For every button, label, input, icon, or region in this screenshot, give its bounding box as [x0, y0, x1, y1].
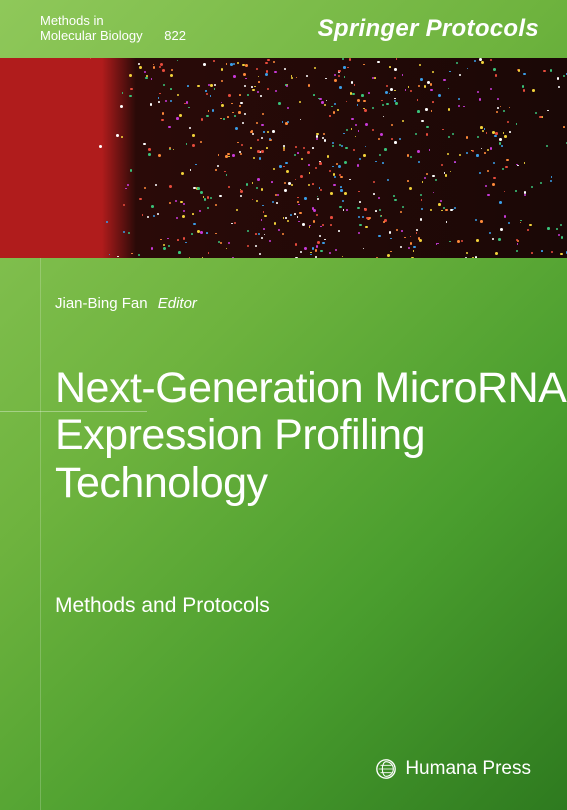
scatter-dots-visual [90, 58, 567, 258]
humana-logo-icon [375, 758, 397, 780]
editor-credit: Jian-Bing Fan Editor [55, 295, 197, 312]
book-subtitle: Methods and Protocols [55, 594, 270, 618]
series-line1: Methods in [40, 14, 186, 29]
editor-role: Editor [158, 295, 197, 312]
brand-name: Springer Protocols [318, 15, 539, 43]
series-line2: Molecular Biology [40, 28, 143, 43]
book-title: Next-Generation MicroRNA Expression Prof… [55, 365, 567, 507]
decorative-vertical-line [40, 258, 41, 810]
top-bar: Methods in Molecular Biology 822 Springe… [0, 0, 567, 58]
series-volume: 822 [164, 28, 186, 43]
publisher-info: Humana Press [375, 758, 531, 780]
book-cover: Methods in Molecular Biology 822 Springe… [0, 0, 567, 810]
series-info: Methods in Molecular Biology 822 [40, 14, 186, 44]
editor-name: Jian-Bing Fan [55, 295, 148, 312]
publisher-name: Humana Press [405, 758, 531, 780]
hero-image-band [0, 58, 567, 258]
